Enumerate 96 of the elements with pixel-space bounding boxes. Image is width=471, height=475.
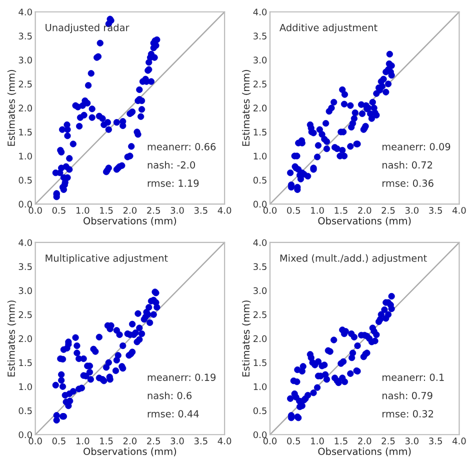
y-tick-label: 0.5: [253, 176, 266, 184]
x-tick-label: 1.5: [100, 207, 113, 214]
x-tick-label: 3.5: [194, 438, 208, 444]
x-tick-label: 0.0: [28, 206, 42, 214]
y-tick-label: 4.0: [18, 239, 32, 246]
y-tick-label: 0.0: [253, 431, 267, 438]
y-axis-title: Estimates (mm): [242, 70, 251, 146]
annotation: rmse: 0.36: [382, 180, 434, 187]
x-tick-label: 2.0: [123, 206, 137, 214]
annotation: Additive adjustment: [280, 24, 378, 34]
annotation: nash: 0.6: [148, 392, 192, 400]
x-tick-label: 3.5: [194, 206, 208, 214]
annotation: meanerr: 0.1: [382, 374, 444, 381]
y-tick-label: 3.0: [18, 56, 32, 64]
y-axis-title: Estimates (mm): [7, 300, 16, 376]
y-tick-label: 0.0: [18, 200, 32, 208]
y-tick-label: 0.0: [18, 431, 32, 438]
x-tick-label: 1.5: [100, 438, 113, 444]
x-tick-label: 0.5: [287, 438, 300, 444]
x-tick-label: 1.5: [334, 438, 348, 444]
annotation: rmse: 0.32: [382, 410, 434, 418]
x-tick-label: 3.5: [429, 438, 442, 444]
y-tick-label: 2.5: [18, 311, 32, 318]
x-tick-label: 4.0: [218, 206, 232, 214]
x-tick-label: 2.0: [358, 438, 372, 444]
y-axis-title: Estimates (mm): [242, 300, 251, 376]
y-tick-label: 0.5: [18, 407, 32, 414]
x-tick-label: 0.0: [263, 438, 277, 444]
x-tick-label: 1.0: [311, 438, 324, 444]
y-tick-label: 2.0: [254, 104, 267, 112]
x-tick-label: 0.0: [28, 438, 42, 444]
y-tick-label: 4.0: [18, 8, 32, 16]
annotation: Multiplicative adjustment: [46, 254, 168, 264]
y-tick-label: 3.0: [254, 287, 267, 294]
annotation: rmse: 0.44: [148, 410, 199, 418]
x-tick-label: 1.0: [311, 206, 324, 214]
y-tick-label: 0.0: [253, 200, 267, 208]
y-tick-label: 3.5: [18, 263, 32, 270]
x-tick-label: 3.0: [170, 206, 184, 214]
y-tick-label: 0.5: [18, 176, 32, 184]
annotation: nash: 0.72: [382, 161, 432, 169]
y-tick-label: 2.0: [254, 335, 267, 342]
x-tick-label: 1.0: [76, 206, 90, 214]
y-tick-label: 1.0: [19, 383, 32, 390]
annotation: meanerr: 0.19: [148, 374, 216, 381]
annotation: rmse: 1.19: [148, 180, 199, 187]
x-axis-title: Observations (mm): [318, 448, 411, 456]
x-tick-label: 1.0: [76, 438, 90, 444]
y-tick-label: 3.0: [254, 56, 267, 64]
x-tick-label: 3.0: [405, 438, 418, 444]
x-tick-label: 0.5: [287, 206, 300, 214]
y-tick-label: 0.5: [253, 407, 266, 414]
y-tick-label: 2.5: [254, 80, 266, 88]
annotation: Mixed (mult./add.) adjustment: [280, 254, 427, 264]
y-tick-label: 2.5: [254, 311, 266, 318]
x-tick-label: 2.0: [358, 206, 372, 214]
x-axis-title: Observations (mm): [84, 448, 176, 456]
y-tick-label: 2.0: [18, 335, 32, 342]
x-tick-label: 0.5: [52, 438, 66, 444]
x-tick-label: 3.0: [170, 438, 184, 444]
x-tick-label: 2.5: [382, 206, 395, 214]
y-axis-title: Estimates (mm): [7, 70, 16, 146]
y-tick-label: 3.5: [254, 32, 266, 40]
x-axis-title: Observations (mm): [84, 216, 176, 226]
y-tick-label: 1.5: [19, 128, 32, 136]
y-tick-label: 3.5: [18, 32, 32, 40]
y-tick-label: 3.0: [18, 287, 32, 294]
x-axis-title: Observations (mm): [318, 216, 411, 226]
y-tick-label: 4.0: [253, 239, 267, 246]
x-tick-label: 3.0: [405, 206, 418, 214]
annotation: meanerr: 0.66: [148, 143, 216, 150]
annotation: Unadjusted radar: [46, 24, 130, 34]
annotation: nash: 0.79: [382, 392, 432, 400]
y-tick-label: 1.0: [19, 152, 32, 160]
x-tick-label: 4.0: [452, 206, 466, 214]
y-tick-label: 1.0: [254, 152, 267, 160]
x-tick-label: 3.5: [429, 206, 442, 214]
x-tick-label: 4.0: [218, 438, 232, 444]
annotation: meanerr: 0.09: [382, 143, 450, 150]
y-tick-label: 1.5: [254, 128, 266, 136]
y-tick-label: 1.0: [254, 383, 267, 390]
x-tick-label: 0.0: [263, 206, 277, 214]
x-tick-label: 1.5: [334, 207, 348, 214]
y-tick-label: 2.0: [18, 104, 32, 112]
x-tick-label: 0.5: [52, 206, 66, 214]
x-tick-label: 2.5: [147, 206, 160, 214]
x-tick-label: 4.0: [452, 438, 466, 444]
y-tick-label: 4.0: [253, 8, 267, 16]
annotation: nash: -2.0: [148, 161, 196, 169]
y-tick-label: 2.5: [18, 80, 32, 88]
x-tick-label: 2.5: [147, 438, 160, 444]
y-tick-label: 1.5: [19, 359, 32, 366]
y-tick-label: 3.5: [254, 263, 266, 270]
x-tick-label: 2.0: [123, 438, 137, 444]
x-tick-label: 2.5: [382, 438, 395, 444]
y-tick-label: 1.5: [254, 359, 266, 366]
